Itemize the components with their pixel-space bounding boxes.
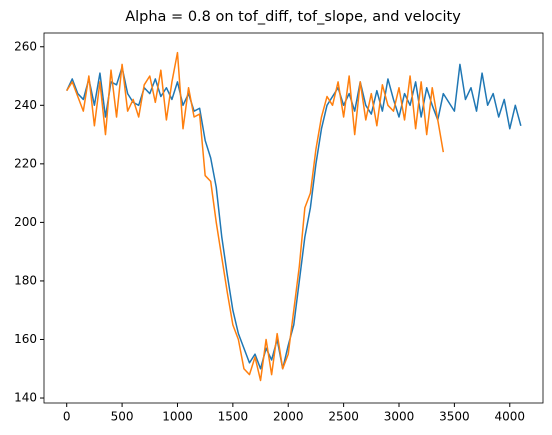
x-tick-label: 1500: [218, 410, 249, 424]
y-tick-label: 240: [14, 98, 37, 112]
axes-frame: [43, 32, 544, 404]
x-tick-label: 1000: [162, 410, 193, 424]
y-tick-label: 160: [14, 332, 37, 346]
chart-title: Alpha = 0.8 on tof_diff, tof_slope, and …: [125, 9, 461, 25]
y-tick-label: 140: [14, 391, 37, 405]
y-tick-label: 260: [14, 39, 37, 53]
x-tick-label: 500: [111, 410, 134, 424]
x-tick-label: 0: [63, 410, 71, 424]
x-tick-label: 2000: [273, 410, 304, 424]
y-tick-label: 200: [14, 215, 37, 229]
line-series: [66, 51, 445, 382]
y-tick-label: 180: [14, 273, 37, 287]
x-tick-label: 4000: [494, 410, 525, 424]
x-tick-label: 2500: [328, 410, 359, 424]
x-tick-label: 3500: [439, 410, 470, 424]
x-tick-label: 3000: [384, 410, 415, 424]
y-tick-label: 220: [14, 156, 37, 170]
